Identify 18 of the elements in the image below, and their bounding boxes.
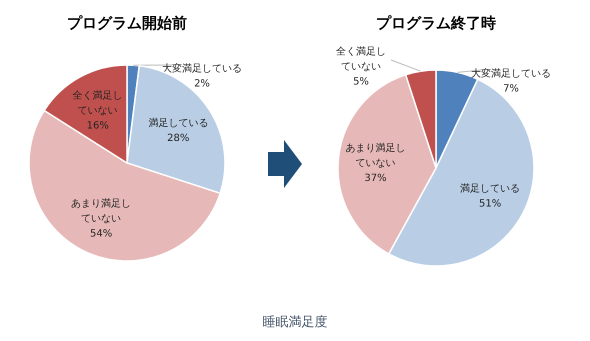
slice-label: あまり満足していない	[346, 142, 406, 170]
slice-label: 満足している	[460, 182, 520, 194]
data-label: 28%	[167, 133, 190, 144]
slice-label: 大変満足している	[471, 68, 551, 80]
slice-label: 全く満足していない	[72, 89, 123, 116]
data-label: 54%	[90, 228, 112, 240]
data-label: 37%	[364, 173, 387, 184]
data-label: 16%	[86, 120, 109, 132]
data-label: 2%	[194, 78, 210, 90]
text: 睡眠満足度	[262, 314, 328, 330]
data-label: 5%	[353, 76, 369, 88]
chart-title: プログラム開始前	[67, 14, 187, 32]
slice-label: 満足している	[148, 117, 208, 130]
slice-label: 全く満足していない	[336, 46, 386, 73]
slice-label: あまり満足していない	[71, 198, 132, 225]
data-label: 7%	[503, 84, 519, 95]
chart-title: プログラム終了時	[376, 14, 496, 32]
data-label: 51%	[479, 198, 502, 210]
